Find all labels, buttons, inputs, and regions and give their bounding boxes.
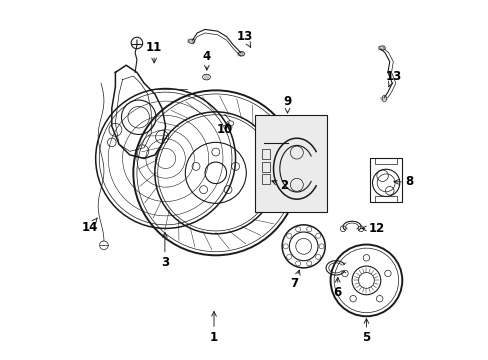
Text: 14: 14	[81, 218, 98, 234]
Text: 11: 11	[146, 41, 162, 63]
Bar	[261, 162, 269, 172]
Bar	[261, 174, 269, 184]
Text: 1: 1	[209, 311, 218, 343]
Text: 2: 2	[271, 179, 287, 192]
Text: 9: 9	[283, 95, 291, 113]
Text: 13: 13	[385, 69, 401, 87]
Bar	[375, 196, 396, 202]
Bar	[255, 116, 326, 212]
Text: 7: 7	[290, 270, 300, 291]
Text: 4: 4	[203, 50, 210, 70]
Bar	[369, 158, 402, 202]
Text: 12: 12	[361, 222, 385, 235]
Bar	[261, 149, 269, 159]
Text: 5: 5	[362, 319, 370, 344]
Text: 10: 10	[216, 123, 232, 136]
Text: 8: 8	[393, 175, 413, 188]
Text: 6: 6	[333, 278, 341, 300]
Bar	[375, 158, 396, 164]
Text: 3: 3	[161, 233, 169, 269]
Text: 13: 13	[236, 30, 252, 47]
